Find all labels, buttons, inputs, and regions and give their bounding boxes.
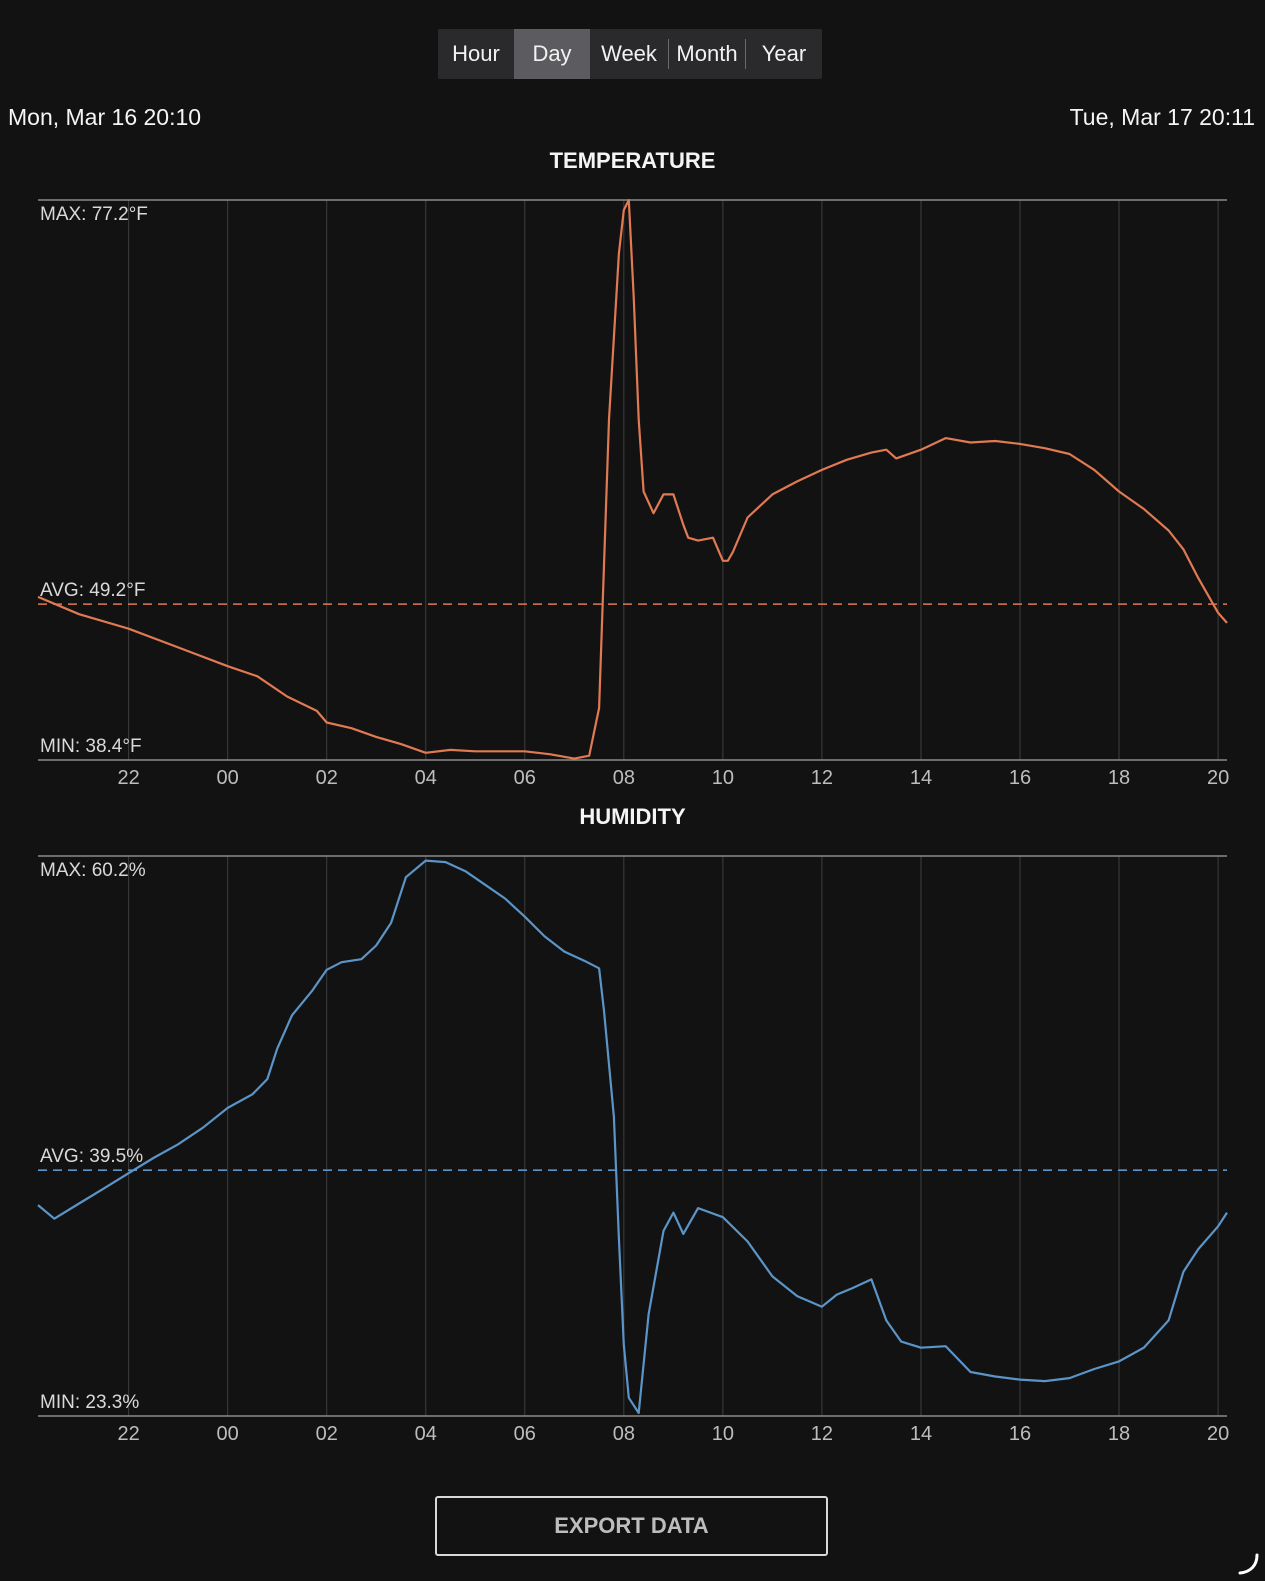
humidity-chart: 22 00 02 04 06 08 10 12 14 16 18 20 MAX: 60.2% AVG: 3… bbox=[37, 855, 1229, 1445]
tab-month[interactable]: Month bbox=[676, 41, 738, 66]
x-tick-label: 22 bbox=[117, 767, 139, 789]
x-tick-label: 20 bbox=[1207, 1423, 1229, 1445]
x-tick-label: 02 bbox=[316, 767, 338, 789]
x-tick-label: 04 bbox=[415, 767, 437, 789]
time-range-selector: Hour Day Week Month Year bbox=[438, 29, 822, 79]
tab-week[interactable]: Week bbox=[601, 41, 657, 66]
x-tick-label: 12 bbox=[811, 767, 833, 789]
x-tick-label: 06 bbox=[514, 767, 536, 789]
avg-label: AVG: 39.5% bbox=[40, 1146, 143, 1167]
temperature-chart: 22 00 02 04 06 08 10 12 14 16 18 20 MAX: 77.2°F AVG: … bbox=[37, 198, 1229, 789]
x-tick-label: 08 bbox=[613, 767, 635, 789]
series-line bbox=[37, 198, 1228, 760]
x-tick-label: 22 bbox=[117, 1423, 139, 1445]
tab-year[interactable]: Year bbox=[761, 41, 807, 66]
tab-hour[interactable]: Hour bbox=[452, 41, 500, 66]
x-tick-label: 10 bbox=[712, 767, 734, 789]
min-label: MIN: 23.3% bbox=[40, 1392, 139, 1413]
tab-divider bbox=[745, 39, 746, 69]
humidity-chart-title: HUMIDITY bbox=[579, 804, 686, 829]
export-data-button[interactable]: EXPORT DATA bbox=[435, 1496, 828, 1556]
x-tick-label: 08 bbox=[613, 1423, 635, 1445]
x-tick-label: 00 bbox=[217, 1423, 239, 1445]
temperature-chart-title: TEMPERATURE bbox=[549, 148, 716, 173]
max-label: MAX: 77.2°F bbox=[40, 204, 148, 225]
x-tick-label: 16 bbox=[1009, 1423, 1031, 1445]
x-tick-label: 18 bbox=[1108, 767, 1130, 789]
x-tick-label: 04 bbox=[415, 1423, 437, 1445]
x-tick-label: 14 bbox=[910, 1423, 932, 1445]
x-tick-label: 12 bbox=[811, 1423, 833, 1445]
x-tick-label: 00 bbox=[217, 767, 239, 789]
max-label: MAX: 60.2% bbox=[40, 860, 146, 881]
x-tick-label: 02 bbox=[316, 1423, 338, 1445]
x-tick-label: 18 bbox=[1108, 1423, 1130, 1445]
x-tick-label: 10 bbox=[712, 1423, 734, 1445]
x-tick-label: 16 bbox=[1009, 767, 1031, 789]
resize-handle-icon[interactable] bbox=[1235, 1551, 1261, 1577]
avg-label: AVG: 49.2°F bbox=[40, 580, 145, 601]
tab-day[interactable]: Day bbox=[514, 29, 590, 79]
series-line bbox=[37, 859, 1228, 1415]
min-label: MIN: 38.4°F bbox=[40, 736, 142, 757]
x-tick-label: 14 bbox=[910, 767, 932, 789]
x-tick-label: 20 bbox=[1207, 767, 1229, 789]
x-tick-label: 06 bbox=[514, 1423, 536, 1445]
tab-divider bbox=[668, 39, 669, 69]
range-start-date: Mon, Mar 16 20:10 bbox=[8, 104, 202, 130]
range-end-date: Tue, Mar 17 20:11 bbox=[1069, 104, 1255, 130]
